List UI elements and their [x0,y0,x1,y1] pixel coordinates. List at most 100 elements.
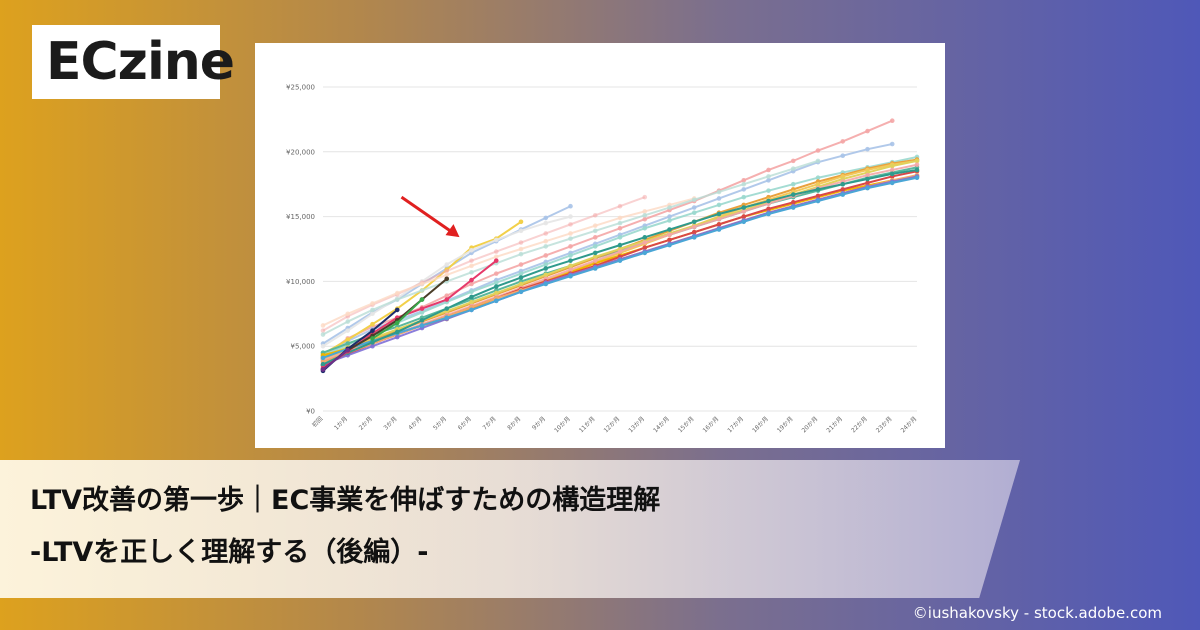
data-point [592,250,598,256]
data-point [840,187,846,192]
data-point [469,258,474,263]
data-point [345,319,351,324]
data-point [469,289,474,295]
y-tick-label: ¥0 [306,408,315,416]
data-point [790,158,796,164]
data-point [815,175,821,181]
data-point [716,222,722,227]
data-point [543,220,549,226]
x-tick-label: 5か月 [432,415,448,431]
data-point [444,268,450,274]
data-point [766,188,771,193]
data-point [568,222,573,227]
data-point [865,185,870,191]
data-point [320,343,326,349]
data-point [741,187,747,192]
data-point [716,202,722,208]
data-point [642,225,648,231]
data-point [667,227,672,232]
data-point [642,240,648,245]
data-point [642,209,648,214]
data-point [469,281,474,287]
data-point [568,231,573,236]
data-point [889,163,895,169]
headline-line-1: LTV改善の第一歩｜EC事業を伸ばすための構造理解 [30,485,661,516]
eczine-logo[interactable]: ECzine [32,25,235,99]
data-point [568,273,573,279]
data-point [543,266,549,271]
data-point [320,332,326,337]
x-tick-label: 12か月 [603,415,622,434]
x-tick-label: 3か月 [383,415,399,431]
data-point [419,310,425,315]
x-tick-label: 10か月 [553,415,572,434]
data-point [790,205,796,210]
data-point [543,244,549,249]
data-point [766,174,771,179]
data-point [543,253,549,258]
data-point [691,219,697,225]
data-point [419,288,425,293]
data-point [469,247,474,253]
data-point [617,215,623,221]
data-point [865,146,870,152]
data-point [345,311,351,317]
data-point [568,214,573,219]
y-tick-label: ¥10,000 [286,278,315,286]
data-point [320,323,326,328]
series-line [322,349,349,371]
data-point [543,281,549,287]
data-point [766,211,771,217]
data-point [865,128,870,134]
data-point [790,166,796,171]
data-point [617,249,623,254]
data-point [914,167,920,173]
data-point [716,216,722,222]
data-point [691,205,697,210]
data-point [469,299,474,305]
x-tick-label: 18か月 [751,415,770,434]
data-point [741,181,747,187]
data-point [345,341,351,346]
headline-band [0,460,1020,598]
data-point [345,337,351,343]
data-point [716,227,722,232]
data-point [741,194,747,200]
data-point [741,205,747,210]
data-point [518,228,524,234]
x-tick-label: 11か月 [578,415,597,434]
data-point [642,250,648,256]
data-point [691,235,697,240]
data-point [320,328,326,333]
data-point [394,329,400,335]
data-point [568,263,573,269]
data-point [766,178,771,183]
data-point [493,249,499,254]
x-tick-label: 4か月 [407,415,423,431]
data-point [592,223,598,228]
data-point [766,198,771,204]
data-point [815,187,821,192]
data-point [370,321,375,327]
data-point [716,196,722,201]
data-point [568,203,573,209]
data-point [419,317,425,323]
data-point [419,323,425,328]
data-point [691,197,697,203]
series-line [322,143,893,360]
data-point [518,271,524,276]
data-point [518,275,524,280]
data-point [543,238,549,244]
data-point [320,362,326,367]
data-point [518,219,524,225]
data-point [345,328,351,333]
data-point [469,270,474,275]
x-tick-label: 21か月 [825,415,844,434]
data-point [790,181,796,187]
data-point [766,167,771,173]
data-point [815,193,821,199]
data-point [642,194,648,200]
data-point [568,267,573,273]
data-point [691,224,697,230]
data-point [790,200,796,205]
